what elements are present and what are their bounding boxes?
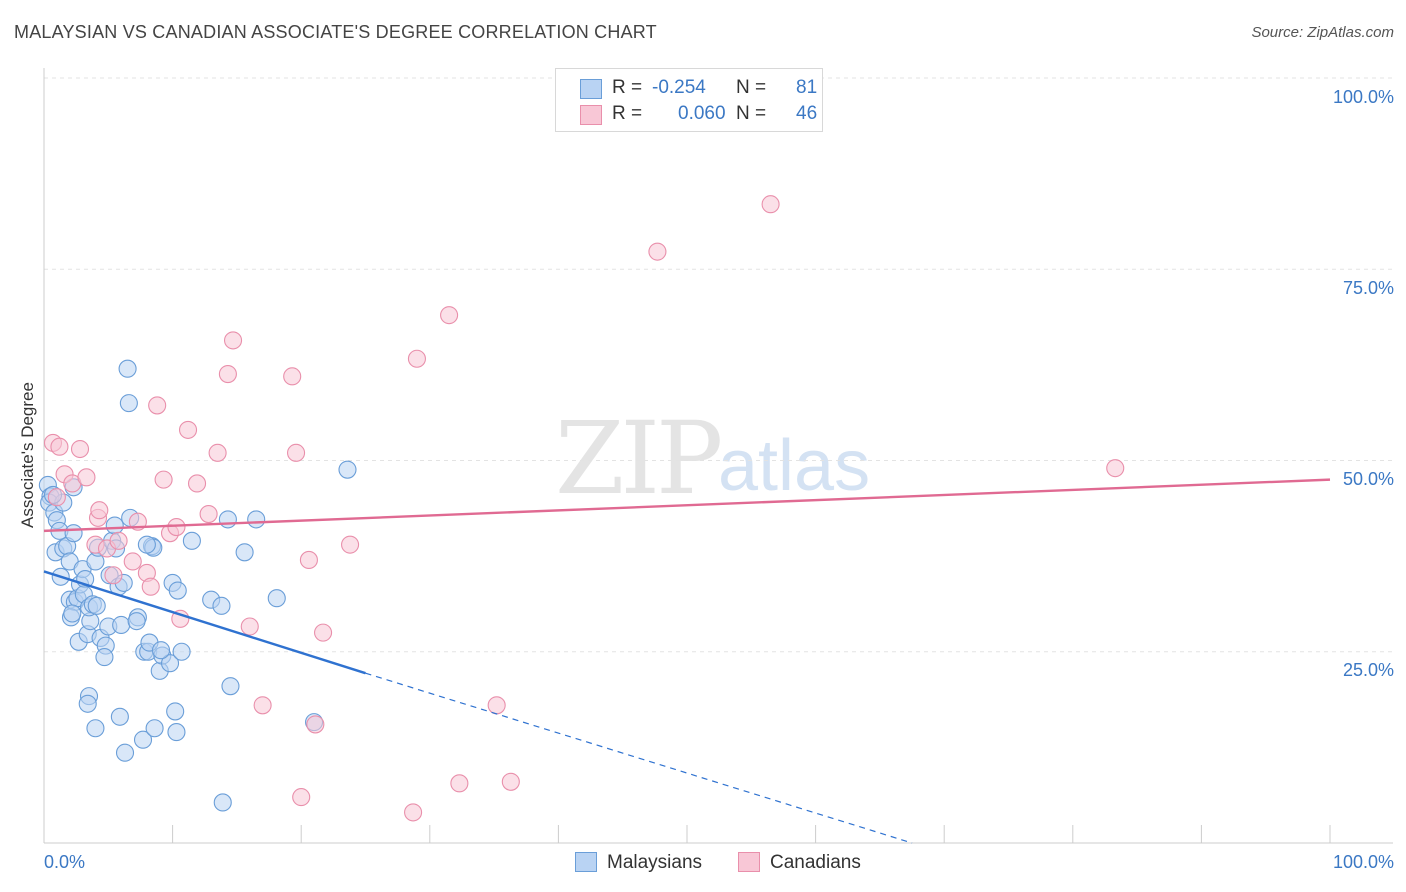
canadian-point — [223, 331, 243, 350]
legend-n-label: N = — [736, 103, 767, 124]
canadian-point — [341, 535, 360, 554]
canadian-point — [314, 623, 333, 642]
malaysian-point — [115, 743, 135, 762]
legend-n-value: 81 — [796, 77, 818, 98]
malaysian-point — [105, 516, 124, 535]
malaysian-point — [118, 359, 137, 378]
malaysian-point — [338, 460, 357, 479]
canadian-point — [167, 518, 186, 537]
bottom-legend-label: Canadians — [770, 852, 861, 873]
canadian-point — [283, 367, 302, 386]
malaysian-point — [218, 510, 237, 529]
watermark-zip: ZIP — [555, 400, 723, 517]
legend-swatch-blue — [580, 79, 602, 99]
malaysian-point — [86, 719, 105, 738]
canadian-point — [187, 474, 207, 493]
malaysian-point — [63, 604, 82, 623]
malaysian-point — [110, 707, 129, 726]
legend-r-label: R = — [612, 103, 643, 124]
malaysian-point — [247, 510, 266, 529]
malaysian-point — [212, 596, 231, 615]
y-tick-label-100: 100.0% — [1332, 87, 1394, 107]
canadian-point — [104, 566, 123, 585]
canadian-point — [178, 420, 198, 439]
canadian-point — [501, 772, 520, 791]
chart-title: MALAYSIAN VS CANADIAN ASSOCIATE'S DEGREE… — [14, 22, 657, 42]
canadian-point — [487, 696, 506, 715]
legend-n-label: N = — [736, 77, 767, 98]
malaysian-point — [78, 694, 97, 713]
malaysian-point — [137, 535, 156, 554]
legend-swatch-pink — [580, 105, 602, 125]
canadian-point — [77, 468, 96, 487]
canadian-point — [90, 501, 109, 520]
canadian-point — [70, 439, 90, 459]
canadian-point — [287, 443, 306, 462]
malaysian-point — [221, 677, 240, 696]
canadian-point — [450, 774, 469, 793]
legend-n-value: 46 — [796, 103, 818, 124]
canadian-point — [306, 715, 325, 734]
malaysian-point — [172, 642, 191, 661]
malaysian-point — [95, 648, 114, 667]
bottom-legend-swatch-pink — [738, 852, 760, 872]
legend-r-value: -0.254 — [652, 77, 706, 98]
canadian-point — [299, 550, 318, 570]
y-tick-label-75: 75.0% — [1342, 278, 1394, 298]
source-label: Source: ZipAtlas.com — [1251, 24, 1394, 41]
malaysian-trend-extension — [365, 672, 913, 844]
canadian-point — [240, 617, 259, 636]
malaysian-trend-line — [43, 570, 366, 675]
canadian-point — [148, 396, 167, 415]
malaysian-point — [267, 589, 286, 608]
malaysian-point — [167, 723, 186, 742]
canadian-point — [50, 437, 69, 456]
bottom-legend-swatch-blue — [575, 852, 597, 872]
legend-r-label: R = — [612, 77, 643, 98]
malaysian-point — [166, 702, 185, 721]
malaysian-point — [235, 543, 254, 562]
correlation-legend: R = -0.254 N = 81 R = 0.060 N = 46 — [555, 68, 823, 132]
malaysian-point — [127, 612, 146, 631]
canadian-point — [123, 552, 142, 571]
canadian-point — [208, 443, 227, 462]
malaysian-point — [145, 719, 164, 738]
canadian-point — [47, 488, 66, 507]
canadian-point — [404, 803, 423, 822]
canadian-point — [199, 504, 218, 524]
malaysian-point — [160, 654, 180, 673]
canadian-point — [109, 531, 128, 550]
malaysian-point — [133, 730, 153, 749]
y-tick-label-25: 25.0% — [1342, 660, 1394, 680]
malaysian-point — [112, 615, 131, 635]
canadian-point — [218, 365, 237, 384]
malaysian-point — [168, 581, 187, 600]
canadian-point — [154, 470, 173, 489]
canadian-point — [171, 609, 190, 628]
malaysian-point — [151, 641, 171, 660]
canadian-point — [1106, 459, 1125, 478]
y-tick-label-50: 50.0% — [1342, 469, 1394, 489]
canadian-point — [407, 349, 426, 368]
x-tick-label-100: 100.0% — [1332, 852, 1394, 872]
watermark-atlas: atlas — [718, 426, 871, 506]
canadian-point — [253, 696, 272, 715]
malaysian-point — [64, 524, 83, 543]
bottom-legend-label: Malaysians — [607, 852, 703, 873]
canadian-point — [440, 306, 459, 325]
malaysian-point — [87, 596, 106, 615]
canadian-trend-line — [43, 478, 1331, 533]
malaysian-point — [182, 531, 201, 550]
canadian-point — [761, 195, 780, 214]
malaysian-point — [119, 394, 138, 413]
x-tick-label-0: 0.0% — [44, 852, 86, 872]
legend-r-value: 0.060 — [678, 103, 726, 124]
canadian-point — [648, 242, 667, 261]
malaysian-point — [213, 793, 232, 812]
canadian-point — [141, 577, 160, 596]
canadian-point — [292, 788, 311, 807]
